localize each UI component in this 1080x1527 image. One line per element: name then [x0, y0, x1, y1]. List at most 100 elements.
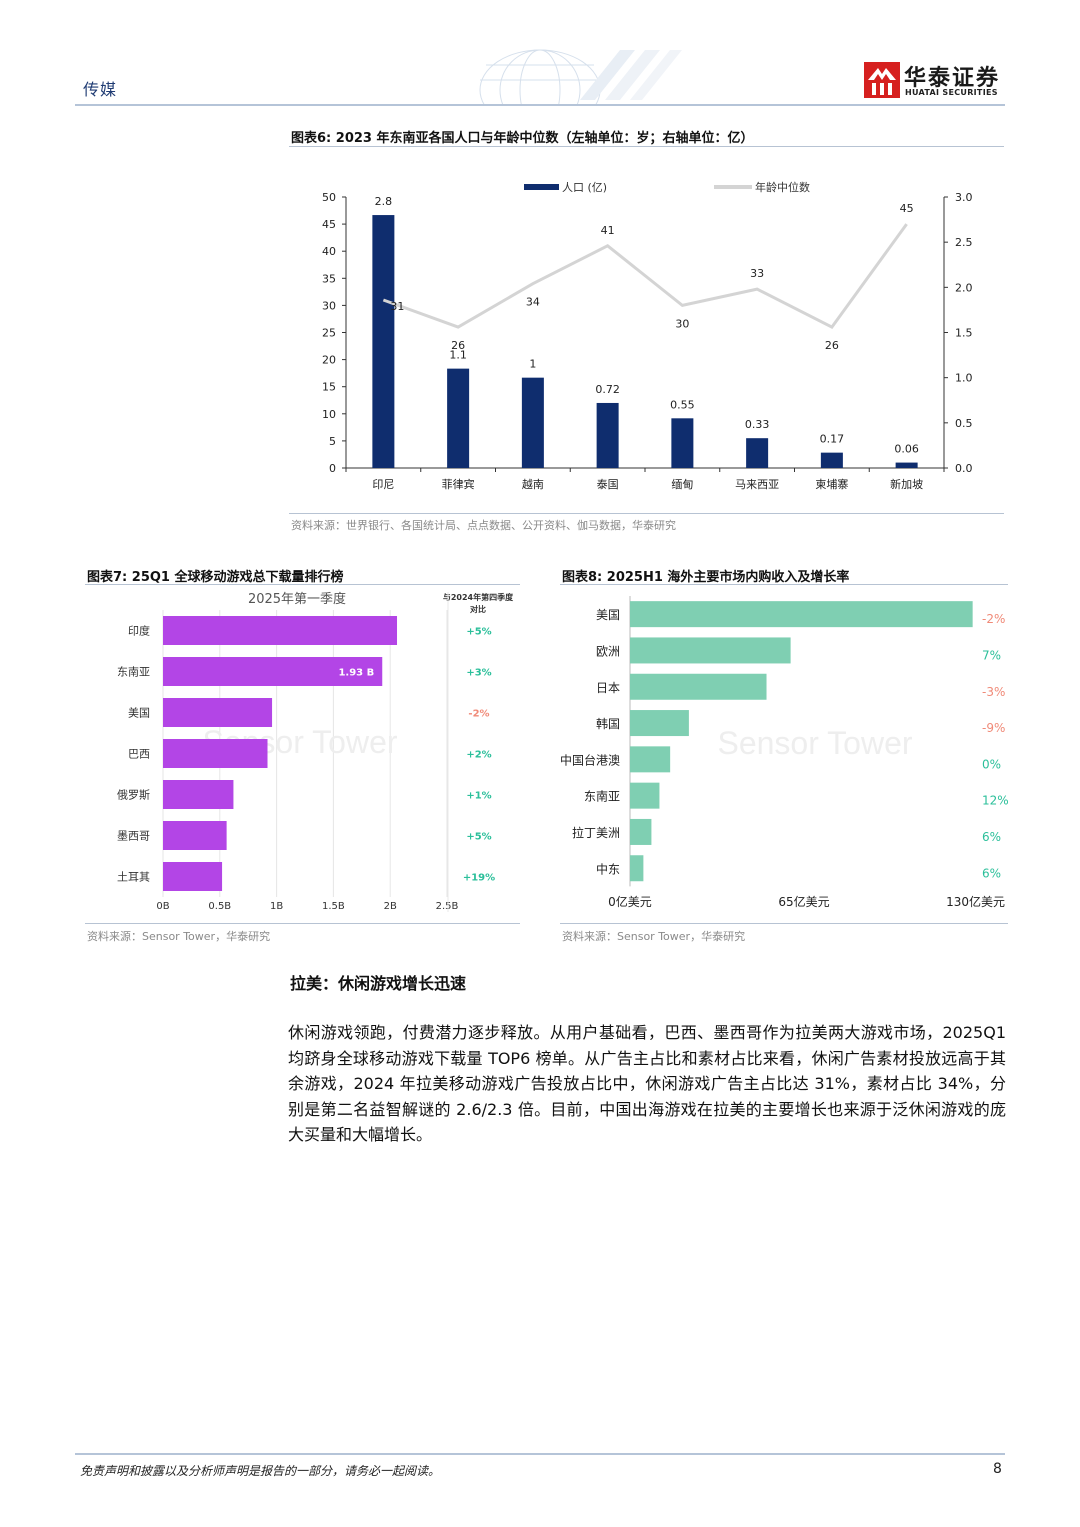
population-label: 0.72 [595, 383, 620, 396]
fig6-source: 资料来源：世界银行、各国统计局、点点数据、公开资料、伽马数据，华泰研究 [291, 519, 676, 532]
fig8-bar [630, 601, 973, 628]
fig8-category-label: 中东 [596, 861, 620, 876]
legend-swatch-population [524, 184, 559, 190]
right-tick-label: 2.0 [955, 281, 973, 294]
fig8-watermark: Sensor Tower [717, 725, 912, 761]
fig8-chart: Sensor Tower 美国 -2% 欧洲 7% 日本 -3% 韩国 -9% 中国台港澳 0% 东南… [560, 596, 1008, 909]
right-tick-label: 1.5 [955, 327, 973, 340]
fig7-change-label: -2% [468, 709, 489, 720]
fig7-x-tick-label: 2.5B [436, 901, 459, 912]
right-tick-label: 3.0 [955, 191, 973, 204]
fig7-category-label: 东南亚 [117, 666, 150, 679]
population-bar [895, 462, 918, 468]
fig8-growth-label: 0% [982, 757, 1001, 771]
fig7-change-label: +5% [466, 627, 491, 638]
fig8-growth-label: -3% [982, 685, 1005, 699]
fig8-title: 图表8: 2025H1 海外主要市场内购收入及增长率 [562, 570, 850, 585]
fig7-x-tick-label: 0B [156, 901, 169, 912]
median-age-label: 26 [825, 339, 839, 352]
left-tick-label: 30 [322, 299, 336, 312]
fig7-bar [163, 657, 383, 686]
fig7-category-label: 印度 [128, 624, 150, 638]
category-label: 菲律宾 [442, 477, 475, 491]
population-label: 0.55 [670, 398, 695, 411]
fig6-source-rule [289, 513, 1004, 514]
fig7-x-tick-label: 2B [384, 901, 397, 912]
fig8-title-rule [560, 584, 1008, 585]
left-tick-label: 20 [322, 354, 336, 367]
fig8-x-tick-label: 0亿美元 [608, 894, 652, 909]
fig8-x-tick-label: 65亿美元 [778, 894, 829, 909]
right-tick-label: 0.5 [955, 417, 973, 430]
left-tick-label: 40 [322, 245, 336, 258]
header-rule [75, 104, 1005, 106]
fig7-value-label: 1.93 B [338, 668, 374, 679]
fig7-source: 资料来源：Sensor Tower，华泰研究 [87, 930, 271, 943]
fig7-inner-title: 2025年第一季度 [248, 591, 346, 607]
fig7-category-label: 土耳其 [117, 871, 150, 884]
category-label: 柬埔寨 [815, 477, 848, 491]
huatai-logo-icon [864, 62, 900, 98]
left-tick-label: 25 [322, 327, 336, 340]
fig7-category-label: 美国 [128, 707, 150, 720]
population-bar [596, 402, 619, 468]
fig8-bar [630, 637, 791, 664]
left-tick-label: 10 [322, 408, 336, 421]
category-label: 新加坡 [890, 477, 923, 491]
left-tick-label: 15 [322, 381, 336, 394]
fig7-x-tick-label: 0.5B [208, 901, 231, 912]
fig6-title-rule [289, 146, 1004, 147]
median-age-label: 30 [675, 317, 689, 330]
fig7-change-label: +2% [466, 750, 491, 761]
fig7-bar [163, 780, 234, 809]
fig8-source: 资料来源：Sensor Tower，华泰研究 [562, 930, 746, 943]
fig7-bar [163, 698, 273, 727]
fig7-change-label: +3% [466, 668, 491, 679]
population-bar [372, 215, 395, 468]
population-bar [820, 452, 843, 468]
legend-swatch-median-age [714, 185, 752, 189]
median-age-label: 31 [390, 300, 404, 313]
body-paragraph: 休闲游戏领跑，付费潜力逐步释放。从用户基础看，巴西、墨西哥作为拉美两大游戏市场，… [288, 1023, 1006, 1144]
fig7-x-tick-label: 1B [270, 901, 283, 912]
population-label: 1 [529, 358, 536, 371]
right-tick-label: 1.0 [955, 372, 973, 385]
logo-text-en: HUATAI SECURITIES [905, 88, 998, 97]
population-label: 0.06 [894, 443, 919, 456]
fig8-bar [630, 818, 652, 845]
fig8-growth-label: 6% [982, 830, 1001, 844]
fig8-category-label: 东南亚 [584, 789, 620, 804]
median-age-label: 41 [601, 224, 615, 237]
category-label: 越南 [522, 477, 544, 491]
fig7-change-label: +5% [466, 832, 491, 843]
fig7-change-label: +19% [463, 873, 495, 884]
footer-rule [75, 1453, 1005, 1455]
population-label: 0.17 [820, 433, 845, 446]
fig8-category-label: 美国 [596, 608, 620, 622]
fig8-growth-label: 12% [982, 794, 1008, 808]
fig8-category-label: 拉丁美洲 [572, 825, 620, 840]
right-tick-label: 0.0 [955, 462, 973, 475]
section-heading: 拉美：休闲游戏增长迅速 [290, 974, 467, 993]
fig7-bar [163, 862, 223, 891]
fig7-change-header: 与2024年第四季度 [443, 592, 514, 602]
category-label: 印尼 [372, 478, 394, 491]
fig8-bar [630, 855, 644, 882]
category-label: 泰国 [597, 477, 619, 491]
fig8-growth-label: 7% [982, 648, 1001, 662]
fig7-title: 图表7: 25Q1 全球移动游戏总下载量排行榜 [87, 570, 344, 585]
page-number: 8 [993, 1461, 1002, 1477]
fig7-title-rule [85, 584, 520, 585]
footer-disclaimer: 免责声明和披露以及分析师声明是报告的一部分，请务必一起阅读。 [80, 1464, 441, 1478]
fig8-category-label: 日本 [596, 681, 620, 695]
fig7-x-tick-label: 1.5B [322, 901, 345, 912]
right-tick-label: 2.5 [955, 236, 973, 249]
left-tick-label: 35 [322, 272, 336, 285]
fig7-source-rule [85, 923, 520, 924]
median-age-line [382, 223, 908, 329]
fig7-bar [163, 739, 268, 768]
population-label: 2.8 [375, 195, 393, 208]
population-bar [447, 368, 470, 468]
fig8-source-rule [560, 923, 1008, 924]
